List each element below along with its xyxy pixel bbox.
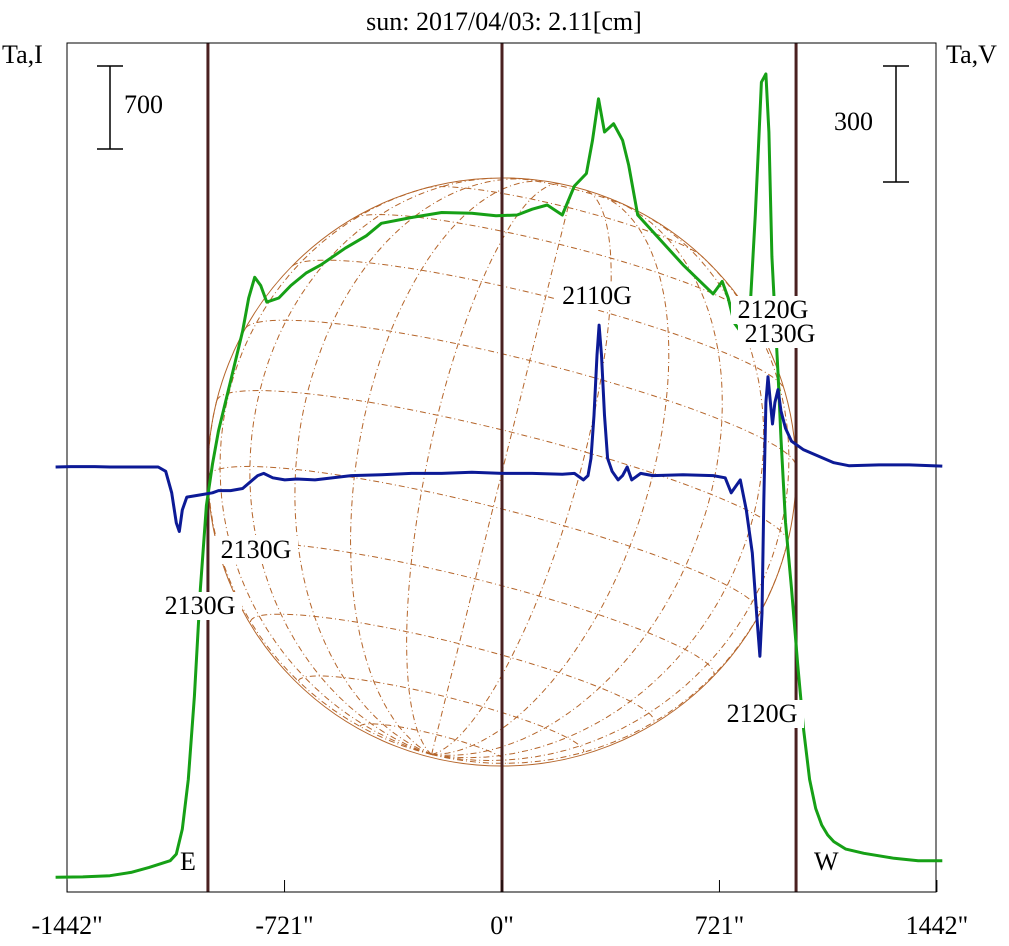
field-annotation: 2130G: [158, 591, 242, 620]
disk-longitude-line: [249, 177, 495, 755]
right-axis-label: Ta,V: [946, 40, 997, 69]
disk-longitude-line: [431, 195, 670, 755]
series-layer: [55, 72, 943, 879]
disk-latitude-line: [216, 389, 789, 544]
field-annotation: 2130G: [738, 319, 822, 348]
annotation-label: 2120G: [738, 295, 809, 324]
disk-latitude-line: [245, 319, 797, 466]
limb-marker-label: E: [180, 847, 196, 876]
disk-latitude-line: [207, 465, 761, 614]
annotation-label: 2130G: [165, 591, 236, 620]
x-tick-label: -1442": [31, 911, 102, 940]
disk-longitude-line: [431, 542, 788, 764]
disk-longitude-line: [219, 187, 432, 755]
annotation-bg: [214, 536, 298, 564]
disk-longitude-line: [294, 178, 531, 755]
series-line-polarization: [55, 323, 943, 658]
left-axis-label: Ta,I: [2, 40, 43, 69]
series-line-intensity: [55, 72, 943, 879]
field-annotation: 2120G: [720, 699, 804, 728]
disk-longitude-line: [431, 215, 765, 759]
x-axis: -1442" -721" 0" 721" 1442": [31, 880, 968, 940]
annotation-bg: [738, 320, 822, 348]
annotation-bg: [158, 592, 242, 620]
solar-disk-overlay: [207, 177, 797, 767]
disk-longitude-line: [431, 256, 790, 762]
disk-longitude-line: [431, 186, 574, 755]
x-tick-label: 721": [695, 911, 745, 940]
annotation-label: 2130G: [745, 319, 816, 348]
right-scale-bar: 300: [834, 65, 909, 183]
disk-latitude-line: [249, 613, 655, 723]
x-tick-label: 1442": [906, 911, 969, 940]
annotation-bg: [555, 282, 639, 310]
chart-title: sun: 2017/04/03: 2.11[cm]: [366, 7, 642, 36]
x-tick-label: -721": [255, 911, 313, 940]
disk-longitude-line: [406, 183, 562, 755]
disk-latitude-line: [509, 177, 634, 210]
disk-latitude-line: [292, 259, 785, 389]
annotation-label: 2130G: [221, 535, 292, 564]
disk-longitude-line: [207, 400, 432, 755]
disk-longitude-line: [431, 199, 723, 756]
field-annotation: 2110G: [555, 281, 639, 310]
disk-latitude-line: [297, 675, 585, 753]
x-tick-label: 0": [490, 911, 514, 940]
disk-longitude-line: [431, 189, 612, 755]
left-scale-bar-label: 700: [124, 90, 163, 119]
left-scale-bar: 700: [97, 65, 163, 150]
annotation-label: 2110G: [562, 281, 632, 310]
limb-marker-label: W: [814, 847, 839, 876]
disk-longitude-line: [349, 180, 544, 755]
field-annotation: 2120G: [731, 295, 815, 324]
right-scale-bar-label: 300: [834, 107, 873, 136]
annotation-label: 2120G: [727, 699, 798, 728]
annotation-bg: [731, 296, 815, 324]
field-annotation: 2130G: [214, 535, 298, 564]
disk-latitude-line: [353, 214, 753, 318]
annotation-bg: [720, 700, 804, 728]
